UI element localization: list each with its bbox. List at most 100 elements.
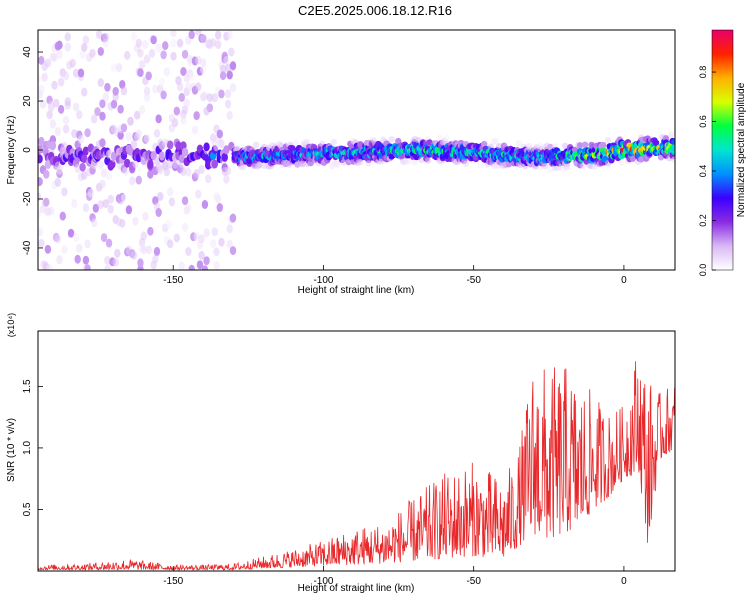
heatmap-cell <box>198 250 205 260</box>
heatmap-cell <box>102 32 109 42</box>
heatmap-cell <box>213 260 220 270</box>
heatmap-cell <box>54 177 62 187</box>
heatmap-cell <box>219 64 227 74</box>
heatmap-cell <box>39 99 47 109</box>
snr-y-tick-label: 1.0 <box>22 441 33 455</box>
heatmap-cell <box>200 65 207 74</box>
heatmap-cell <box>153 128 161 138</box>
heatmap-cell <box>99 179 106 189</box>
heatmap-cell <box>51 80 58 90</box>
heatmap-cell <box>130 139 138 149</box>
heatmap-cell <box>195 30 202 36</box>
heatmap-cell <box>44 244 52 254</box>
heatmap-cell <box>229 61 237 71</box>
heatmap-cell <box>214 40 222 50</box>
heatmap-cell <box>203 228 210 238</box>
heatmap-cell <box>218 237 225 247</box>
heatmap-cell <box>97 46 104 56</box>
heatmap-cell <box>62 124 70 134</box>
heatmap-cell <box>671 138 675 146</box>
heatmap-cell <box>170 38 177 48</box>
heatmap-cell <box>333 160 341 168</box>
heatmap-cell <box>82 146 90 156</box>
snr-y-tick-label: 0.5 <box>22 502 33 516</box>
heatmap-x-axis-label: Height of straight line (km) <box>298 285 415 296</box>
heatmap-cell <box>41 72 48 82</box>
heatmap-y-ticks: -40 -20 0 20 40 <box>22 46 43 255</box>
heatmap-cell <box>79 162 86 172</box>
heatmap-cell <box>155 208 162 217</box>
heatmap-cell <box>49 141 57 151</box>
heatmap-cell <box>224 63 232 73</box>
heatmap-cell <box>137 48 144 58</box>
heatmap-cell <box>140 231 147 241</box>
heatmap-cell <box>82 203 90 213</box>
heatmap-cell <box>137 68 144 78</box>
heatmap-cell <box>59 211 66 221</box>
heatmap-cell <box>77 135 85 145</box>
heatmap-cell <box>256 161 263 169</box>
heatmap-cell <box>124 50 131 60</box>
heatmap-cell <box>99 138 106 148</box>
heatmap-cell <box>462 160 470 168</box>
heatmap-cell <box>167 187 174 197</box>
heatmap-cell <box>206 103 214 113</box>
heatmap-cell <box>211 93 219 103</box>
heatmap-cell <box>147 169 154 179</box>
heatmap-cell <box>213 247 220 257</box>
heatmap-cell <box>160 90 167 100</box>
heatmap-cell <box>188 30 195 40</box>
heatmap-cell <box>140 245 147 255</box>
heatmap-cell <box>175 141 182 151</box>
heatmap-cell <box>224 99 232 109</box>
heatmap-cell <box>193 169 200 178</box>
heatmap-cell <box>43 197 50 207</box>
heatmap-cell <box>56 165 63 175</box>
heatmap-y-axis-label: Frequency (Hz) <box>6 116 17 185</box>
colorbar-tick-label: 0.8 <box>698 66 708 79</box>
heatmap-cell <box>224 89 232 99</box>
heatmap-cell <box>424 157 432 164</box>
heatmap-cell <box>183 98 190 108</box>
heatmap-cell <box>133 110 141 120</box>
heatmap-cell <box>97 200 104 210</box>
heatmap-cell <box>142 40 149 49</box>
heatmap-cell <box>203 256 210 266</box>
heatmap-cell <box>90 114 98 124</box>
heatmap-cell <box>48 206 55 216</box>
heatmap-cell <box>178 154 185 164</box>
heatmap-x-tick-label: -150 <box>163 275 183 286</box>
heatmap-cell <box>74 164 81 173</box>
heatmap-cell <box>77 68 85 78</box>
snr-y-axis-label: SNR (10 * v/v) <box>6 418 17 482</box>
heatmap-y-tick-label: 20 <box>22 95 33 107</box>
heatmap-cell <box>330 138 338 146</box>
heatmap-cell <box>143 133 151 143</box>
heatmap-cell <box>176 38 184 48</box>
heatmap-cell <box>178 261 185 270</box>
heatmap-cell <box>180 115 187 125</box>
heatmap-cell <box>163 167 171 177</box>
snr-y-multiplier: (x10⁴) <box>6 313 16 337</box>
heatmap-cell <box>38 227 43 237</box>
heatmap-cell <box>135 175 143 185</box>
heatmap-cell <box>195 55 202 65</box>
heatmap-cell <box>160 50 167 60</box>
heatmap-cell <box>56 49 63 59</box>
heatmap-cell <box>62 115 70 125</box>
heatmap-cell <box>105 171 113 181</box>
heatmap-cell <box>357 159 364 166</box>
heatmap-cell <box>157 165 164 175</box>
heatmap-cell <box>135 129 143 139</box>
heatmap-cell <box>64 42 71 52</box>
heatmap-cell <box>107 194 114 204</box>
heatmap-cell <box>209 37 217 47</box>
heatmap-cell <box>74 254 81 264</box>
heatmap-cell <box>165 219 172 229</box>
heatmap-cell <box>90 218 98 228</box>
colorbar-tick-label: 0.6 <box>698 115 708 128</box>
heatmap-cell <box>143 92 151 102</box>
heatmap-cell <box>87 188 95 198</box>
heatmap-cell <box>178 92 185 102</box>
